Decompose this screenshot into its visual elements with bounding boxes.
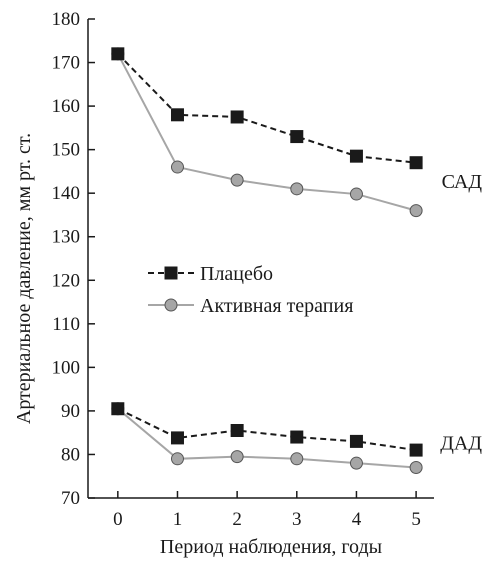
data-point [230, 424, 244, 438]
y-tick-label: 130 [52, 227, 81, 248]
y-tick-label: 180 [52, 9, 81, 30]
y-tick-label: 90 [61, 401, 80, 422]
series-line [117, 407, 417, 469]
data-point [170, 452, 184, 466]
data-point [349, 149, 363, 163]
y-tick-label: 140 [52, 183, 81, 204]
series-placebo-dad [111, 402, 423, 457]
y-tick-label: 170 [52, 53, 81, 74]
legend: Плацебо Активная терапия [148, 263, 353, 317]
data-point [170, 160, 184, 174]
x-tick-label: 5 [411, 509, 421, 530]
axes: 70 80 90 100 110 120 130 140 150 160 170 180 0 1 2 3 4 5 [52, 9, 434, 530]
x-tick-label: 3 [292, 509, 302, 530]
data-point [409, 461, 423, 475]
x-tick-label: 4 [352, 509, 362, 530]
data-point [409, 204, 423, 218]
y-tick-label: 70 [61, 488, 80, 509]
series-line [117, 53, 417, 164]
series-placebo-sad [111, 47, 423, 170]
data-point [170, 108, 184, 122]
series-layer [111, 47, 423, 475]
y-axis-title: Артериальное давление, мм рт. ст. [13, 133, 35, 424]
data-point [349, 456, 363, 470]
data-point [290, 452, 304, 466]
data-point [290, 182, 304, 196]
data-point [230, 173, 244, 187]
y-tick-label: 150 [52, 140, 81, 161]
group-label: САД [442, 171, 483, 193]
x-tick-label: 1 [173, 509, 183, 530]
legend-marker [164, 266, 178, 280]
data-point [349, 187, 363, 201]
legend-entry: Активная терапия [148, 295, 353, 317]
legend-label: Плацебо [200, 263, 273, 285]
legend-entry: Плацебо [148, 263, 273, 285]
group-labels: САД ДАД [440, 171, 482, 454]
y-tick-label: 80 [61, 444, 80, 465]
legend-label: Активная терапия [200, 295, 353, 317]
group-label: ДАД [440, 432, 482, 454]
data-point [111, 47, 125, 61]
x-tick-label: 2 [232, 509, 242, 530]
data-point [111, 402, 125, 416]
data-point [230, 450, 244, 464]
series-active-sad [111, 47, 423, 218]
y-tick-label: 160 [52, 96, 81, 117]
y-tick-label: 100 [52, 357, 81, 378]
x-axis-title: Период наблюдения, годы [160, 536, 382, 558]
data-point [290, 130, 304, 144]
series-active-dad [111, 402, 423, 475]
data-point [170, 431, 184, 445]
legend-marker [164, 298, 178, 312]
series-line [116, 53, 417, 212]
y-tick-label: 120 [52, 270, 81, 291]
data-point [230, 110, 244, 124]
data-point [409, 156, 423, 170]
x-tick-label: 0 [113, 509, 123, 530]
series-line [117, 407, 417, 452]
y-tick-label: 110 [52, 314, 80, 335]
data-point [409, 443, 423, 457]
data-point [349, 434, 363, 448]
data-point [290, 430, 304, 444]
